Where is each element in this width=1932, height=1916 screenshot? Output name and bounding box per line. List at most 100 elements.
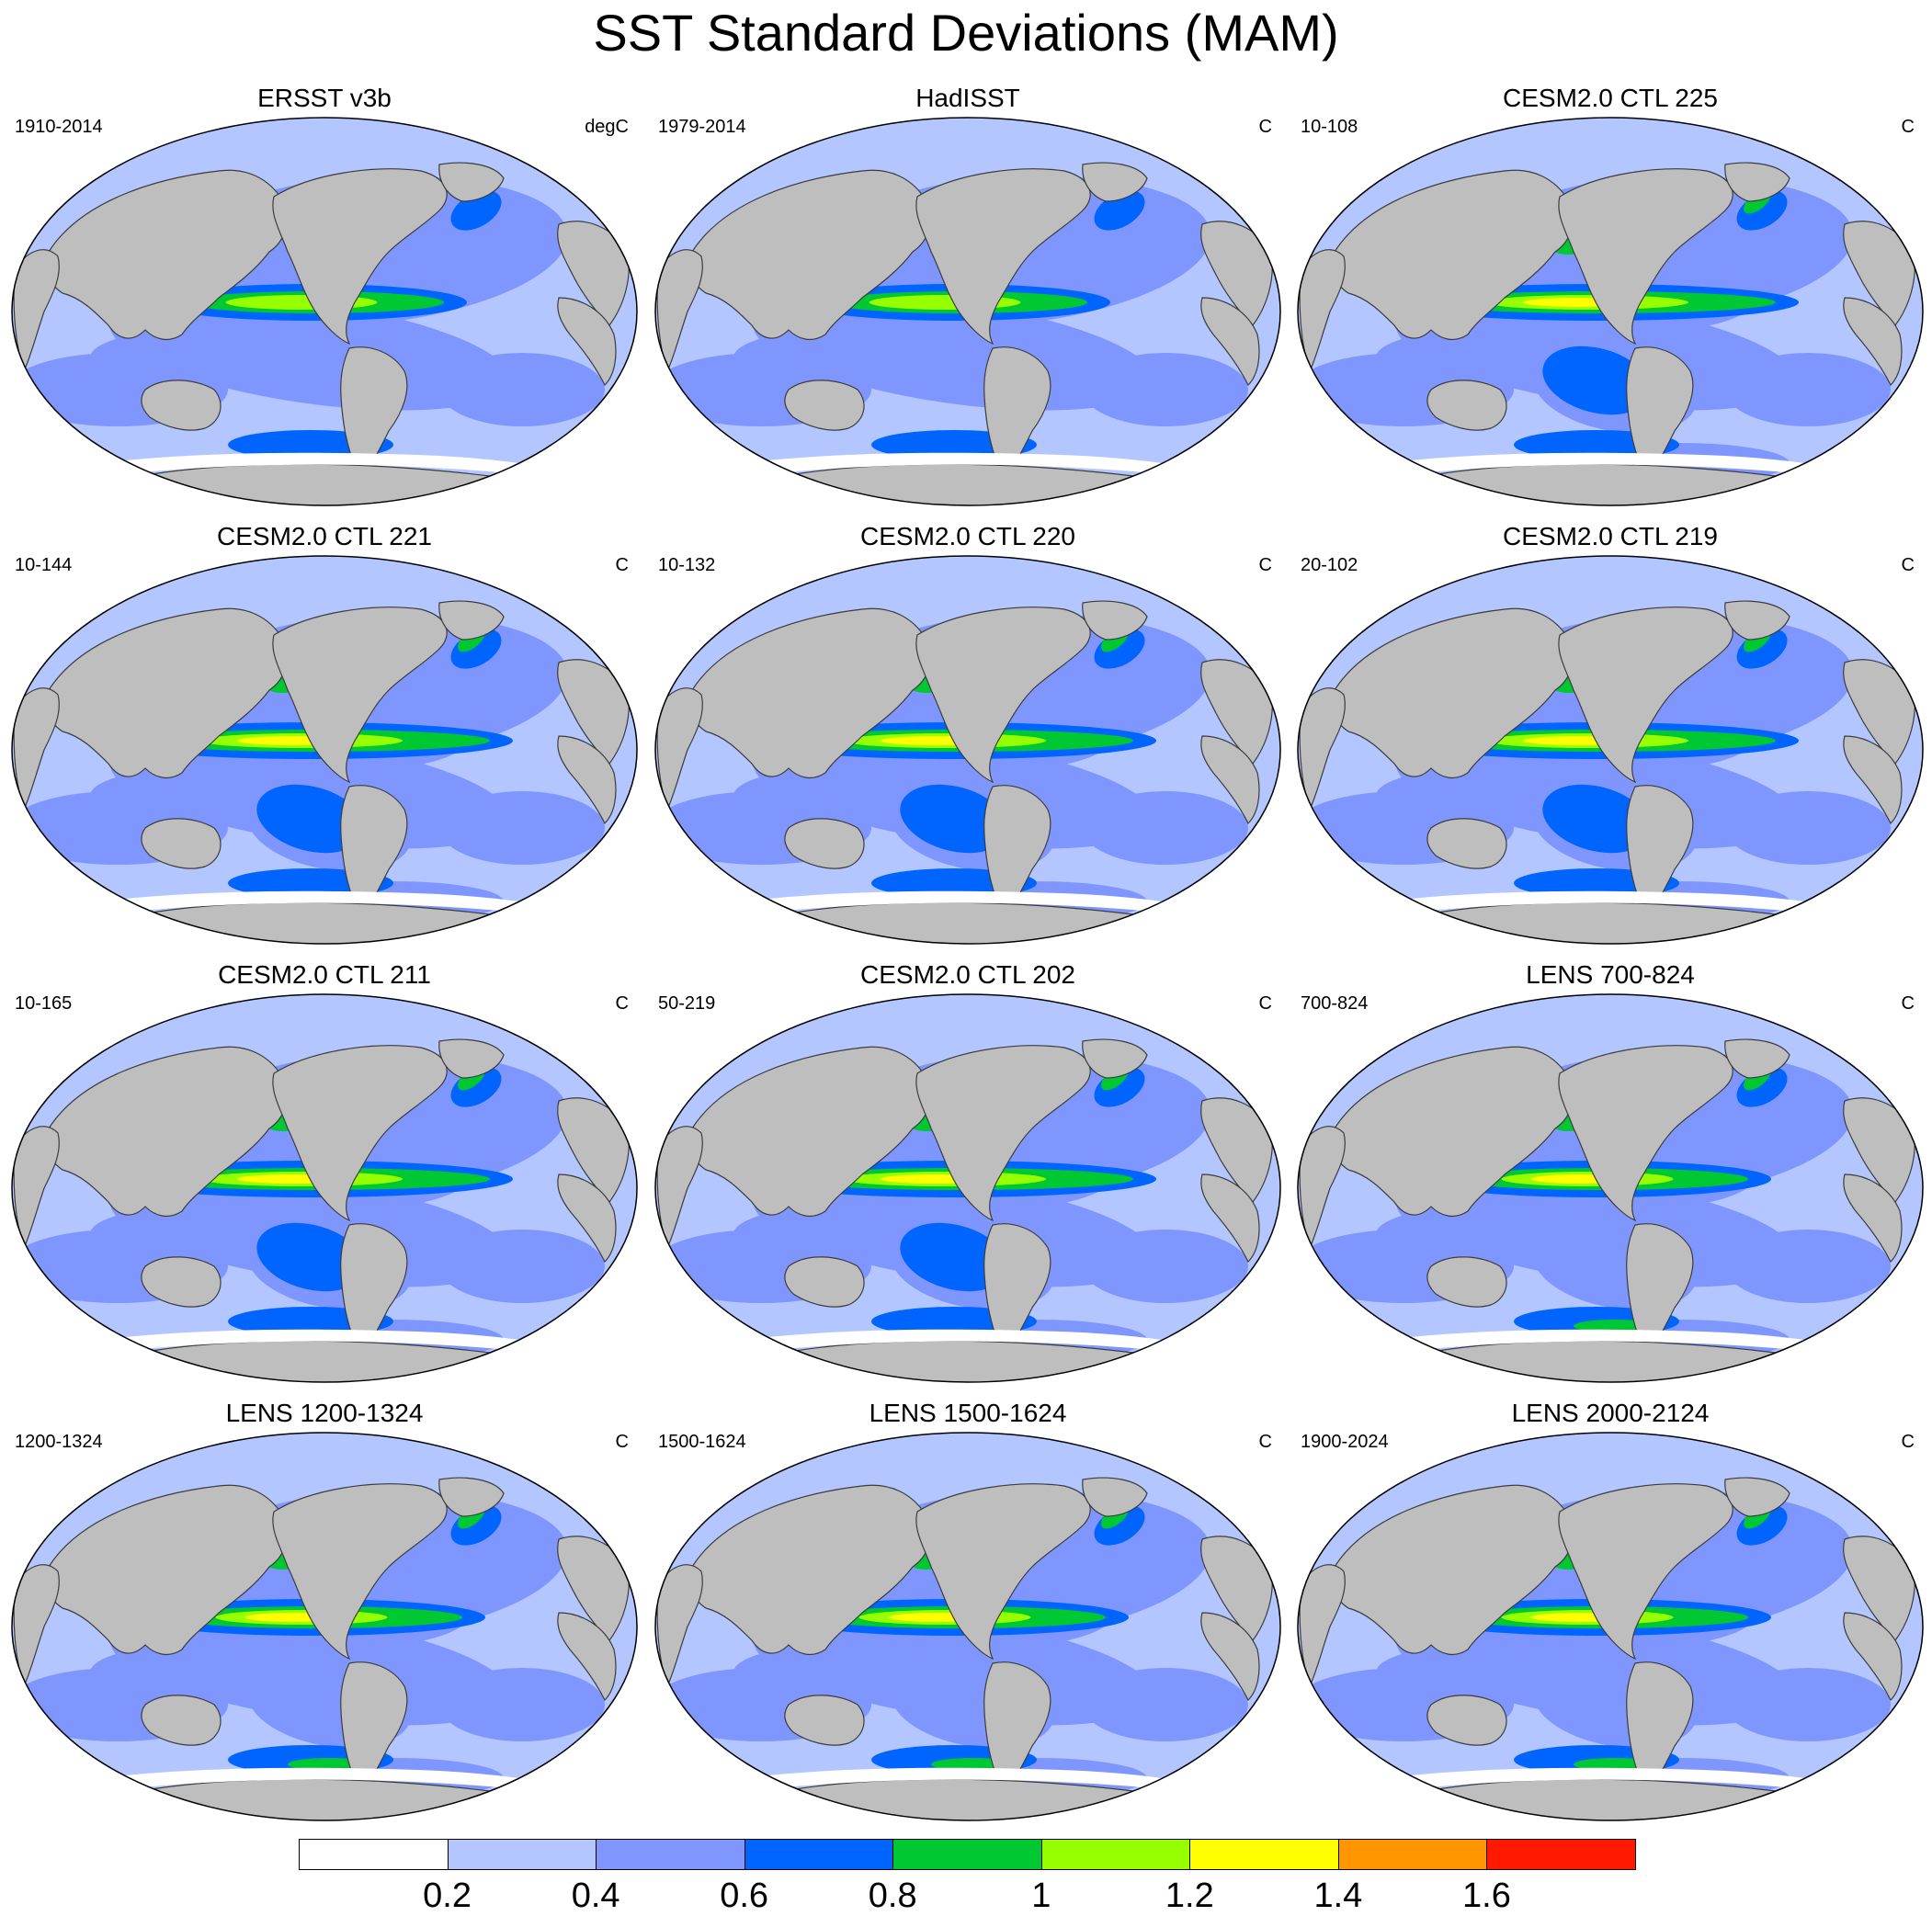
- panel-period: 1200-1324: [15, 1432, 103, 1452]
- sst-contour: [90, 1207, 292, 1262]
- map-panel: CESM2.0 CTL 221 10-144 C: [7, 521, 642, 953]
- colorbar-box: [892, 1839, 1042, 1870]
- robinson-map: [11, 117, 638, 506]
- panel-title: LENS 2000-2124: [1511, 1399, 1710, 1427]
- landmass-northAmerica: [272, 168, 448, 346]
- sst-contour: [733, 1645, 936, 1700]
- map-panel: HadISST 1979-2014 C: [651, 83, 1285, 515]
- landmass-africaEurope: [656, 249, 703, 373]
- panel-units: C: [615, 1432, 629, 1452]
- colorbar-tick-label: 1: [1031, 1876, 1051, 1915]
- sst-contour: [743, 452, 1221, 482]
- sst-contour: [90, 768, 292, 823]
- colorbar-box: [299, 1839, 449, 1870]
- sst-contour: [256, 784, 365, 854]
- panel-title: CESM2.0 CTL 221: [217, 522, 432, 550]
- sst-contour: [439, 353, 605, 426]
- panel-period: 10-165: [15, 993, 73, 1014]
- sst-contour: [99, 452, 577, 482]
- landmass-australia: [784, 380, 865, 431]
- landmass-asia: [1331, 169, 1574, 341]
- panel-units: degC: [585, 117, 629, 137]
- landmass-asia: [1331, 1046, 1574, 1218]
- landmass-africaRight: [1200, 1173, 1260, 1264]
- robinson-map: [11, 555, 638, 945]
- landmass-australia: [1426, 818, 1507, 869]
- landmass-africaEurope: [13, 1564, 60, 1688]
- map-panel: CESM2.0 CTL 225 10-108 C: [1293, 83, 1927, 515]
- landmass-australia: [1426, 1256, 1507, 1308]
- colorbar-box: [1189, 1839, 1339, 1870]
- panel-title: CESM2.0 CTL 219: [1503, 522, 1718, 550]
- sst-contour: [743, 1767, 1221, 1797]
- landmass-africaRight: [557, 1173, 617, 1264]
- map-frame: [654, 993, 1281, 1383]
- panel-units: C: [615, 993, 629, 1014]
- robinson-map: [1297, 1432, 1924, 1821]
- colorbar-box: [447, 1839, 597, 1870]
- sst-contour: [1542, 784, 1651, 854]
- panel-units: C: [1258, 555, 1272, 575]
- landmass-asia: [45, 169, 288, 341]
- landmass-northAmerica: [915, 168, 1091, 346]
- landmass-northAmerica: [1558, 168, 1733, 346]
- landmass-asia: [1331, 607, 1574, 779]
- landmass-greenland: [438, 600, 505, 641]
- panel-units: C: [1258, 1432, 1272, 1452]
- map-frame: [11, 1432, 638, 1821]
- panel-period: 10-108: [1301, 117, 1358, 137]
- colorbar-box: [1486, 1839, 1636, 1870]
- landmass-asia: [688, 169, 931, 341]
- sst-contour: [1725, 1230, 1891, 1303]
- landmass-africaRight: [1843, 1612, 1903, 1702]
- sst-contour: [743, 890, 1221, 920]
- landmass-greenland: [1724, 162, 1790, 202]
- panel-title: LENS 700-824: [1526, 960, 1695, 989]
- landmass-africaRight: [1843, 735, 1903, 825]
- sst-contour: [90, 330, 292, 385]
- colorbar-tick-label: 1.4: [1313, 1876, 1363, 1915]
- robinson-map: [1297, 117, 1924, 506]
- map-panel: ERSST v3b 1910-2014 degC: [7, 83, 642, 515]
- sst-contour: [733, 330, 936, 385]
- landmass-africaEurope: [656, 687, 703, 811]
- map-frame: [1297, 117, 1924, 506]
- landmass-asia: [688, 1046, 931, 1218]
- landmass-asia: [1331, 1484, 1574, 1656]
- colorbar-tick-label: 1.6: [1462, 1876, 1511, 1915]
- robinson-map: [654, 993, 1281, 1383]
- landmass-africaEurope: [1299, 1126, 1346, 1250]
- sst-contour: [1725, 1668, 1891, 1741]
- landmass-australia: [141, 380, 222, 431]
- map-panel: LENS 1500-1624 1500-1624 C: [651, 1398, 1285, 1830]
- sst-contour: [1542, 346, 1651, 415]
- landmass-australia: [1426, 380, 1507, 431]
- panel-period: 1500-1624: [658, 1432, 746, 1452]
- map-frame: [654, 117, 1281, 506]
- sst-contour: [900, 1222, 1008, 1292]
- colorbar: [299, 1839, 1636, 1872]
- panel-period: 10-132: [658, 555, 716, 575]
- sst-contour: [1376, 330, 1578, 385]
- landmass-greenland: [438, 1038, 505, 1079]
- landmass-greenland: [1724, 1038, 1790, 1079]
- robinson-map: [1297, 993, 1924, 1383]
- map-panel: CESM2.0 CTL 220 10-132 C: [651, 521, 1285, 953]
- colorbar-box: [1337, 1839, 1488, 1870]
- landmass-greenland: [1724, 1477, 1790, 1517]
- landmass-australia: [784, 818, 865, 869]
- colorbar-tick-label: 0.4: [571, 1876, 620, 1915]
- map-panel: LENS 700-824 700-824 C: [1293, 959, 1927, 1391]
- panel-title: ERSST v3b: [257, 84, 392, 112]
- sst-contour: [1385, 890, 1863, 920]
- robinson-map: [654, 555, 1281, 945]
- sst-contour: [743, 1329, 1221, 1358]
- sst-contour: [256, 1222, 365, 1292]
- panel-units: C: [1258, 993, 1272, 1014]
- landmass-africaEurope: [13, 1126, 60, 1250]
- landmass-australia: [141, 1695, 222, 1746]
- map-panel: LENS 2000-2124 1900-2024 C: [1293, 1398, 1927, 1830]
- sst-contour: [900, 784, 1008, 854]
- panel-units: C: [615, 555, 629, 575]
- sst-contour: [90, 1645, 292, 1700]
